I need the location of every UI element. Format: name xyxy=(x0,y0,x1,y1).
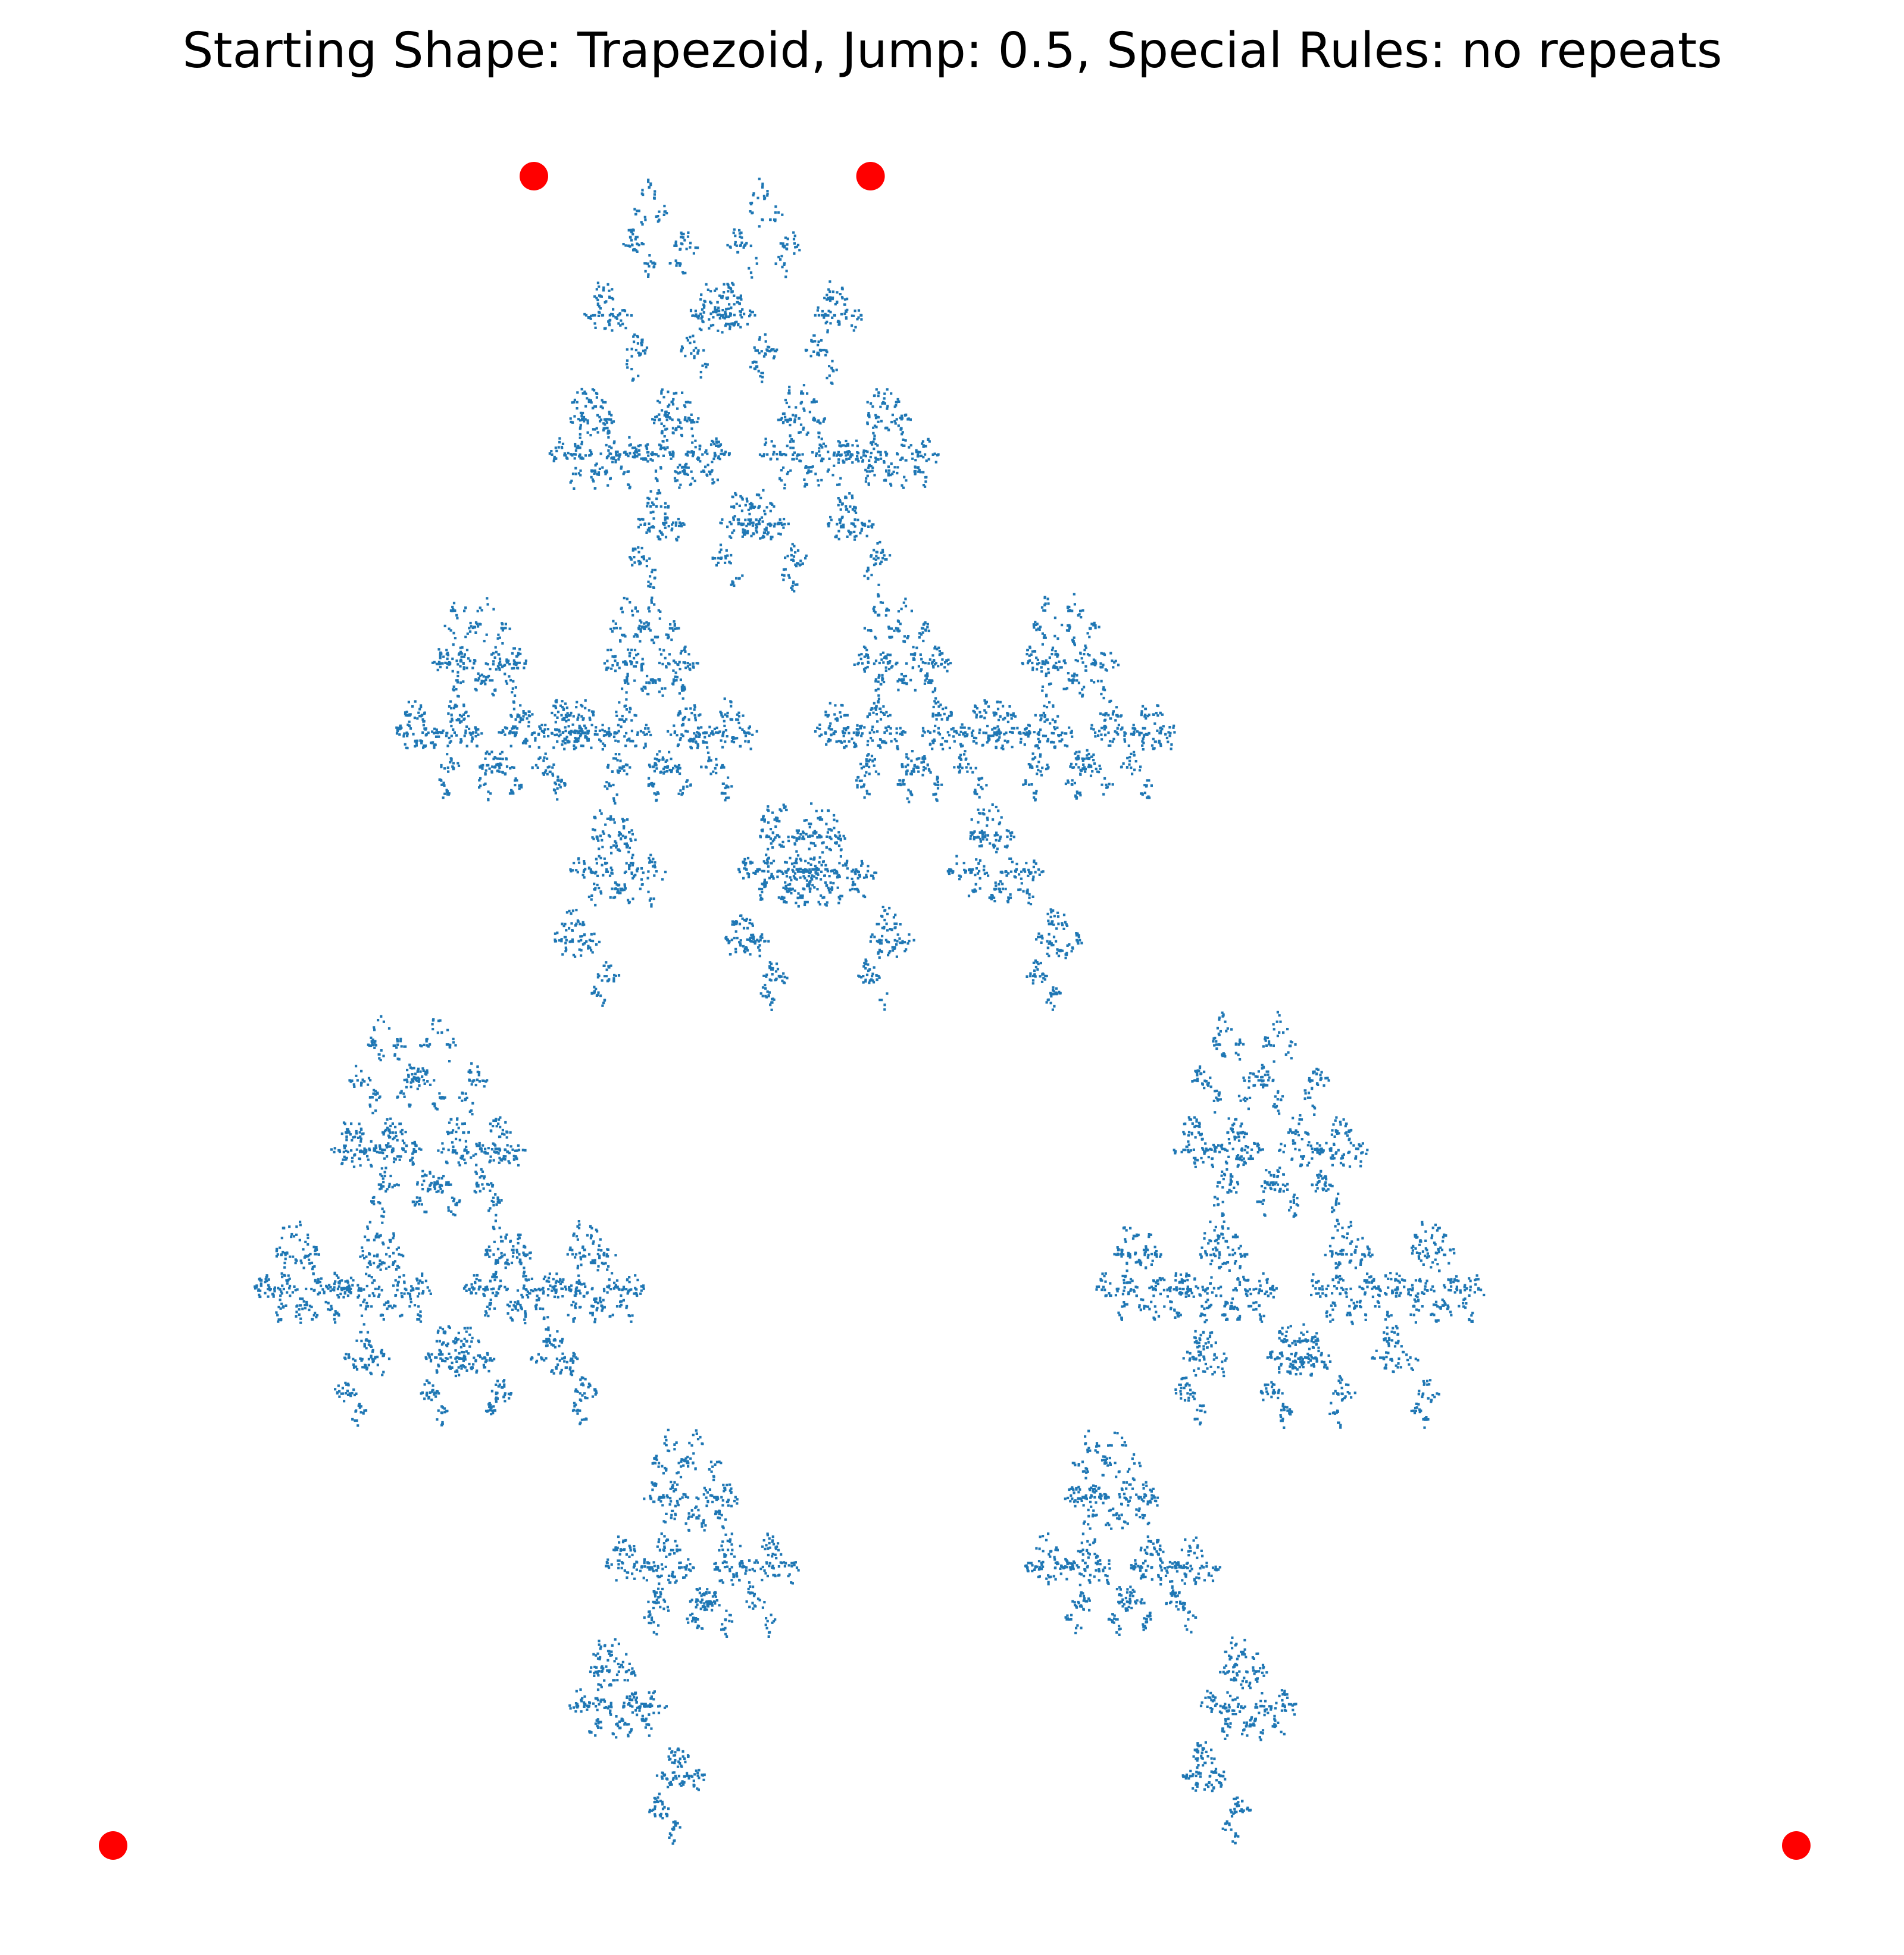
vertex-point xyxy=(520,162,548,190)
plot-area xyxy=(99,162,1811,1860)
vertex-point xyxy=(99,1831,127,1860)
chart-title: Starting Shape: Trapezoid, Jump: 0.5, Sp… xyxy=(182,23,1722,79)
vertex-point xyxy=(1782,1831,1811,1860)
vertex-point xyxy=(856,162,885,190)
trapezoid-vertices xyxy=(99,162,1811,1860)
